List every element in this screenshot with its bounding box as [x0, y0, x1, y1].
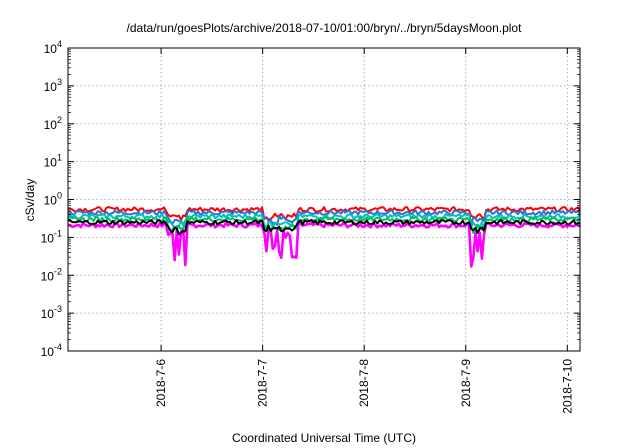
y-tick-base: 10 [41, 231, 55, 245]
y-tick-label: 100 [44, 191, 62, 208]
y-tick-exponent: 2 [57, 115, 62, 125]
y-tick-base: 10 [41, 269, 55, 283]
y-tick-base: 10 [44, 42, 58, 56]
x-tick-label: 2018-7-10 [560, 359, 574, 414]
y-tick-label: 101 [44, 153, 62, 170]
y-tick-label: 102 [44, 115, 62, 132]
y-tick-label: 104 [44, 39, 62, 56]
y-tick-label: 10-4 [41, 342, 62, 359]
x-axis-label: Coordinated Universal Time (UTC) [232, 431, 416, 445]
y-tick-exponent: 1 [57, 153, 62, 163]
y-tick-base: 10 [44, 80, 58, 94]
y-tick-exponent: -3 [54, 304, 62, 314]
y-tick-label: 10-2 [41, 266, 62, 283]
y-tick-label: 103 [44, 77, 62, 94]
y-tick-base: 10 [44, 156, 58, 170]
y-tick-label: 10-3 [41, 304, 62, 321]
y-tick-exponent: 3 [57, 77, 62, 87]
grid [68, 48, 580, 351]
series-line [67, 219, 581, 236]
series-line [67, 209, 581, 226]
y-tick-exponent: 4 [57, 39, 62, 49]
series-group [67, 206, 581, 268]
y-tick-base: 10 [44, 194, 58, 208]
y-tick-base: 10 [41, 307, 55, 321]
series-line [67, 221, 581, 268]
chart-title: /data/run/goesPlots/archive/2018-07-10/0… [127, 21, 523, 35]
y-tick-base: 10 [44, 118, 58, 132]
x-tick-label: 2018-7-7 [256, 359, 270, 407]
y-tick-exponent: -1 [54, 228, 62, 238]
y-tick-base: 10 [41, 345, 55, 359]
y-tick-exponent: -2 [54, 266, 62, 276]
y-tick-label: 10-1 [41, 228, 62, 245]
x-axis-ticks: 2018-7-6 2018-7-7 2018-7-8 2018-7-9 2018-7-1… [154, 48, 574, 414]
y-axis-label: cSv/day [23, 179, 37, 222]
x-tick-label: 2018-7-9 [459, 359, 473, 407]
y-tick-exponent: 0 [57, 191, 62, 201]
y-tick-exponent: -4 [54, 342, 62, 352]
x-tick-label: 2018-7-8 [357, 359, 371, 407]
x-tick-label: 2018-7-6 [154, 359, 168, 407]
